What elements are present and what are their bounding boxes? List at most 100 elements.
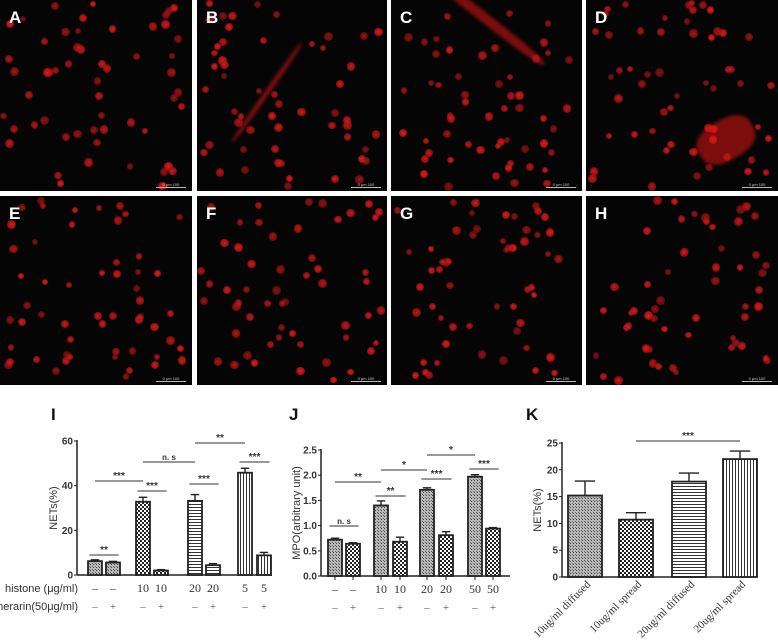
scale-bar: 0 μm 100: [742, 376, 772, 382]
nucleus: [98, 60, 107, 69]
nucleus: [31, 239, 38, 246]
nucleus: [341, 321, 350, 330]
nucleus: [504, 243, 514, 252]
nucleus: [362, 278, 370, 286]
nucleus: [102, 64, 112, 73]
nucleus: [346, 61, 356, 71]
nucleus: [247, 260, 256, 269]
nucleus: [736, 264, 744, 271]
category-label: 20ug/ml spread: [691, 578, 748, 635]
nucleus: [109, 25, 117, 33]
nucleus: [66, 336, 75, 344]
nucleus: [520, 237, 529, 246]
nucleus: [754, 123, 762, 130]
nucleus: [272, 285, 281, 295]
bar: [105, 561, 121, 576]
nucleus: [43, 68, 52, 78]
nucleus: [507, 160, 514, 168]
nucleus: [98, 320, 107, 328]
significance-label: *: [449, 445, 453, 456]
nucleus: [133, 53, 140, 60]
nucleus: [219, 12, 227, 20]
nucleus: [362, 145, 370, 153]
nucleus: [667, 140, 675, 149]
nucleus: [342, 333, 350, 341]
nucleus: [667, 104, 674, 111]
nucleus: [321, 358, 331, 367]
y-tick-label: 0.5: [303, 546, 317, 557]
nucleus: [702, 79, 710, 86]
nucleus: [450, 199, 457, 206]
panel-label-d: D: [595, 8, 608, 27]
heparin-label: –: [139, 601, 146, 613]
y-tick-label: 2.0: [303, 471, 317, 482]
nucleus: [112, 348, 120, 356]
nucleus: [730, 335, 737, 342]
nucleus: [163, 161, 173, 171]
nucleus: [671, 197, 679, 205]
nucleus: [240, 146, 247, 153]
nucleus: [520, 144, 530, 154]
nucleus: [592, 352, 600, 359]
nucleus: [211, 49, 218, 57]
nucleus: [706, 5, 715, 14]
nucleus: [334, 215, 342, 224]
nucleus: [54, 171, 62, 179]
histone-dose-label: –: [349, 582, 357, 596]
scale-bar: 0 μm 100: [351, 376, 381, 382]
nucleus: [37, 311, 45, 319]
bar: [373, 504, 389, 577]
nucleus: [539, 37, 549, 47]
nucleus: [647, 182, 657, 191]
significance-label: ***: [113, 471, 125, 482]
nucleus: [541, 166, 549, 173]
nucleus: [278, 300, 286, 307]
nucleus: [206, 0, 213, 7]
nucleus: [669, 364, 678, 373]
bar: [153, 569, 169, 576]
panel-label-a: A: [9, 8, 22, 27]
nucleus: [178, 356, 187, 365]
nucleus: [502, 246, 509, 253]
nucleus: [523, 344, 530, 352]
heparin-label: –: [423, 602, 430, 614]
histone-dose-label: 20: [189, 581, 201, 595]
bar: [722, 458, 758, 578]
histone-row-label: histone (μg/ml): [5, 583, 78, 595]
nucleus: [112, 354, 119, 361]
bar: [467, 475, 483, 577]
nucleus: [411, 307, 421, 317]
nucleus: [362, 157, 371, 166]
nucleus: [591, 28, 599, 35]
nucleus: [688, 28, 698, 38]
nucleus: [496, 137, 505, 146]
micrograph-b: B 0 μm 100: [197, 0, 387, 191]
nucleus: [660, 108, 668, 116]
nucleus: [510, 303, 517, 311]
nucleus: [441, 340, 450, 349]
nucleus: [271, 90, 279, 98]
histone-dose-label: 5: [261, 581, 267, 595]
histone-dose-label: 20: [207, 581, 219, 595]
nucleus: [271, 144, 280, 153]
nucleus: [661, 325, 668, 333]
nucleus: [448, 322, 457, 331]
y-tick-label: 20: [62, 526, 74, 537]
nucleus: [342, 116, 352, 125]
scale-bar: 0 μm 100: [351, 182, 381, 188]
bar: [485, 527, 501, 577]
nucleus: [507, 73, 514, 81]
nucleus: [177, 344, 185, 352]
micrograph-e: E 0 μm 100: [0, 196, 192, 385]
nucleus: [565, 56, 573, 64]
nucleus: [512, 327, 522, 336]
micrograph-f: F 0 μm 100: [197, 196, 387, 385]
nucleus: [160, 168, 169, 176]
nucleus: [40, 115, 50, 125]
nucleus: [72, 129, 82, 139]
histone-dose-label: 50: [487, 582, 499, 596]
nucleus: [246, 125, 255, 135]
nucleus: [672, 369, 680, 376]
